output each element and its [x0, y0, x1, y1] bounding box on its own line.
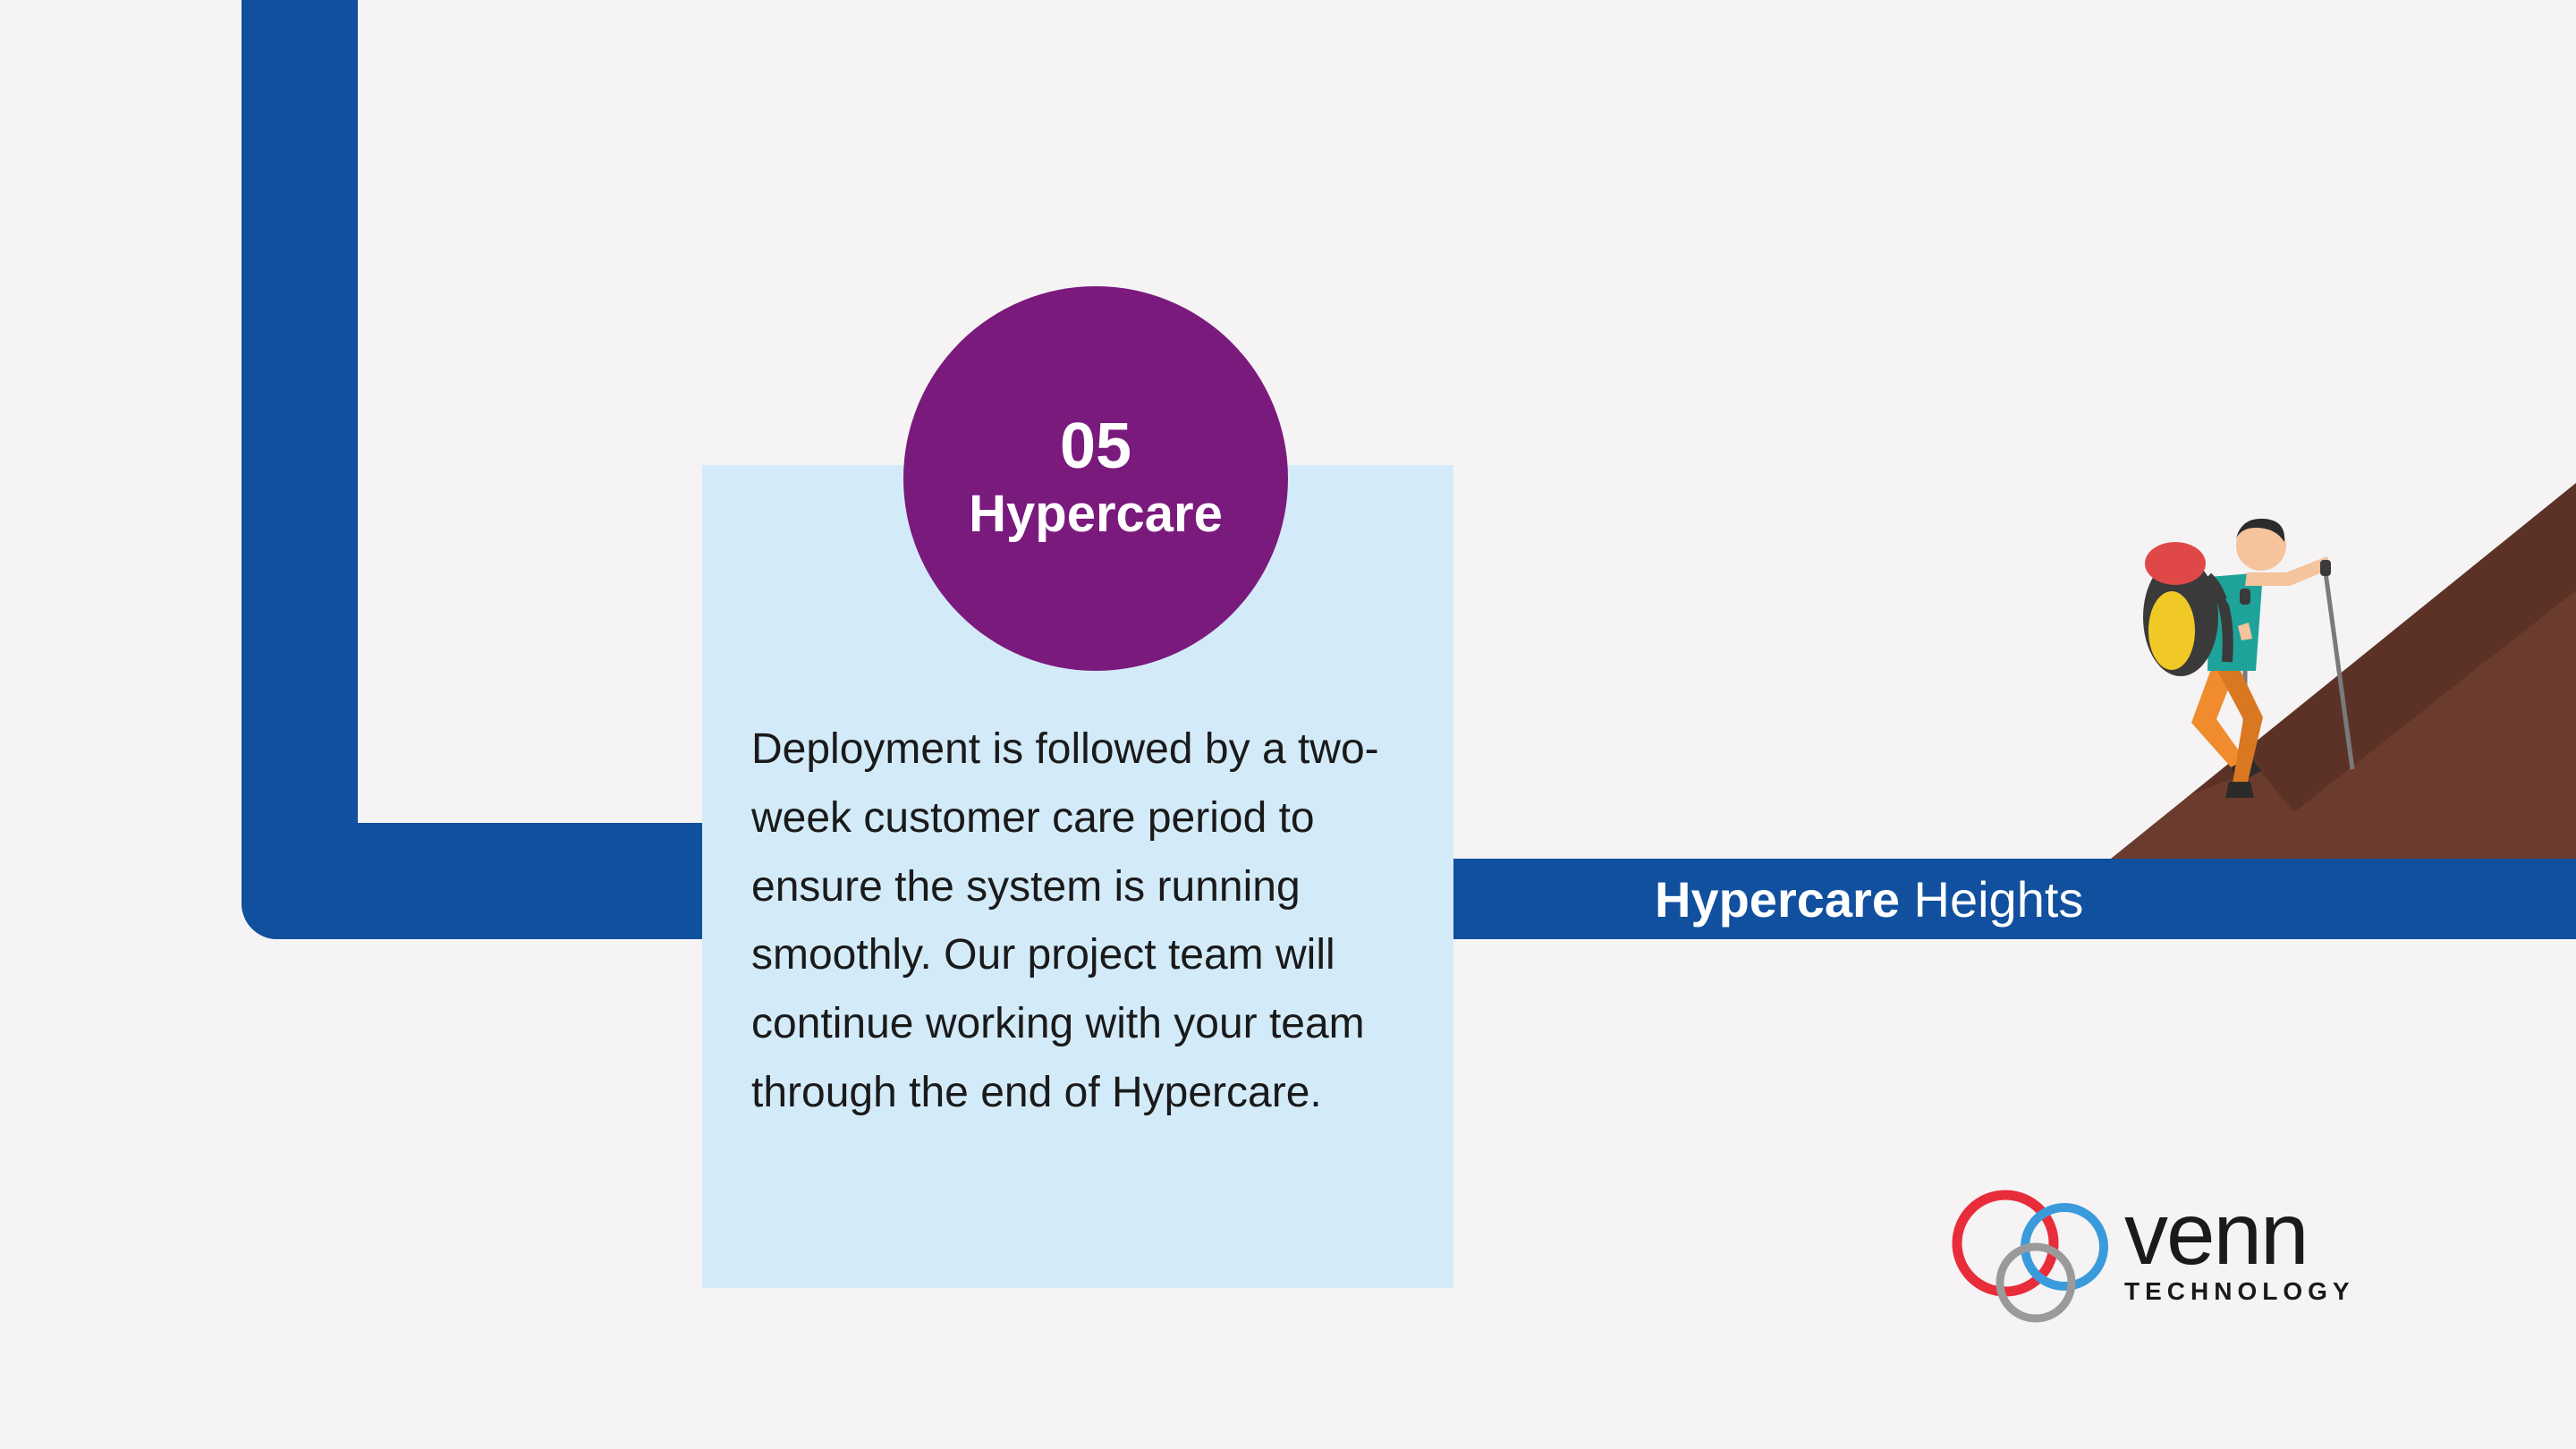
venn-logo-rings: [1950, 1179, 2129, 1331]
l-shape-vertical-bar: [242, 0, 358, 939]
step-title: Hypercare: [969, 484, 1223, 544]
stage-label-bold: Hypercare: [1655, 871, 1900, 928]
venn-logo-sub: TECHNOLOGY: [2124, 1277, 2359, 1306]
step-badge: 05 Hypercare: [903, 286, 1288, 671]
stage-label-rest: Heights: [1900, 871, 2083, 928]
venn-logo: venn TECHNOLOGY: [1950, 1172, 2451, 1333]
info-card-body: Deployment is followed by a two-week cus…: [751, 716, 1404, 1128]
stage-label: Hypercare Heights: [1655, 870, 2083, 928]
step-number: 05: [1060, 414, 1131, 479]
stage-label-bar: Hypercare Heights: [1449, 859, 2576, 939]
venn-logo-main: venn: [2124, 1190, 2359, 1277]
hiker-icon: [2102, 483, 2370, 805]
venn-logo-text: venn TECHNOLOGY: [2124, 1190, 2359, 1306]
l-shape-horizontal-bar: [242, 823, 742, 939]
